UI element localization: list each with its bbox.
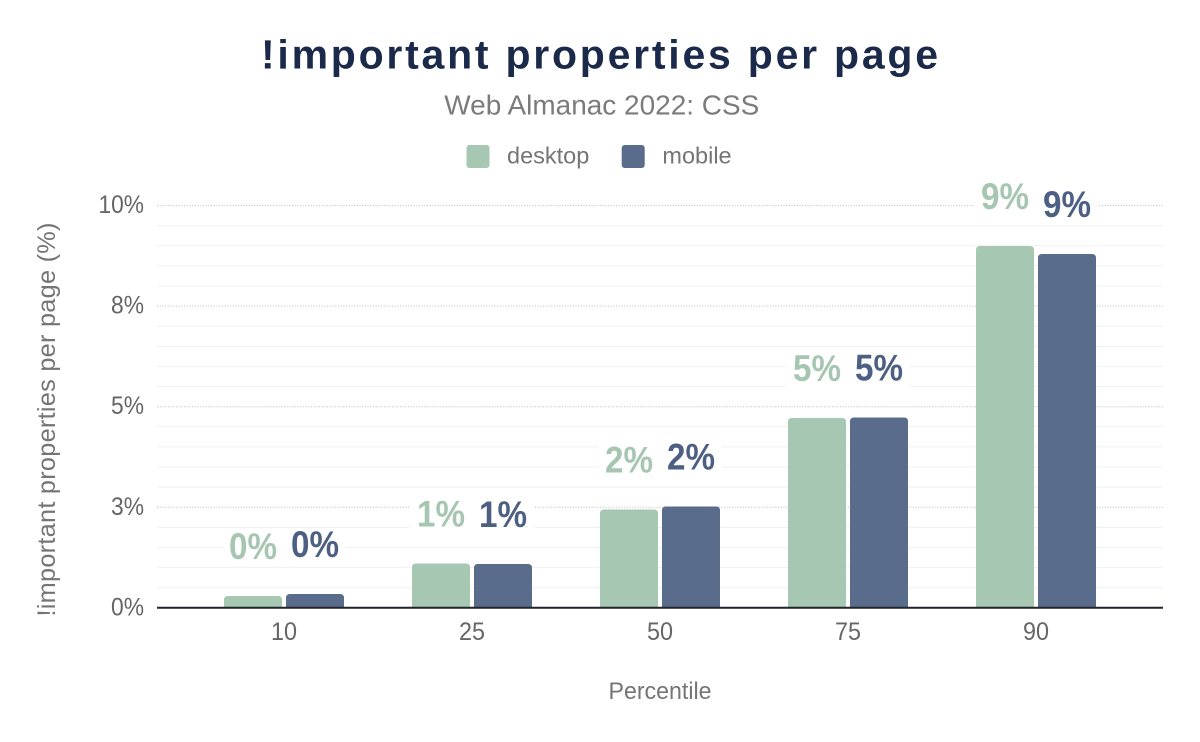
svg-text:0%: 0% xyxy=(111,593,144,621)
svg-text:50: 50 xyxy=(647,618,673,646)
svg-text:1%: 1% xyxy=(417,493,465,535)
svg-text:5%: 5% xyxy=(793,347,841,389)
svg-text:9%: 9% xyxy=(1043,183,1091,225)
svg-text:75: 75 xyxy=(835,618,861,646)
svg-text:9%: 9% xyxy=(981,175,1029,217)
svg-text:desktop: desktop xyxy=(507,143,589,169)
svg-text:25: 25 xyxy=(459,618,485,646)
svg-text:Percentile: Percentile xyxy=(609,678,712,705)
svg-text:!important properties per page: !important properties per page xyxy=(261,32,938,78)
svg-text:8%: 8% xyxy=(111,292,144,320)
svg-text:2%: 2% xyxy=(667,436,715,478)
svg-text:5%: 5% xyxy=(111,392,144,420)
svg-text:3%: 3% xyxy=(111,493,144,521)
svg-text:5%: 5% xyxy=(855,347,903,389)
svg-text:0%: 0% xyxy=(229,525,277,567)
svg-text:90: 90 xyxy=(1023,618,1049,646)
svg-text:!important properties per page: !important properties per page (%) xyxy=(33,223,61,617)
svg-text:mobile: mobile xyxy=(662,143,731,169)
svg-text:0%: 0% xyxy=(291,523,339,565)
svg-text:10%: 10% xyxy=(99,191,145,219)
svg-text:Web Almanac 2022: CSS: Web Almanac 2022: CSS xyxy=(444,90,759,121)
svg-text:10: 10 xyxy=(271,618,297,646)
svg-text:2%: 2% xyxy=(605,439,653,481)
svg-text:1%: 1% xyxy=(479,493,527,535)
